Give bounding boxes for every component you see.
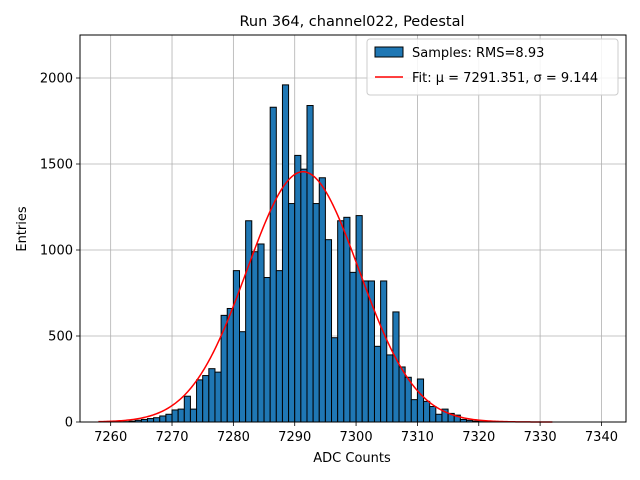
histogram-bar: [337, 220, 345, 423]
x-tick-label: 7280: [217, 430, 250, 445]
histogram-bar: [153, 417, 161, 423]
histogram-bar: [435, 413, 443, 423]
histogram-bar: [429, 406, 437, 423]
x-tick-label: 7270: [155, 430, 188, 445]
histogram-bar: [416, 378, 425, 423]
histogram-bar: [288, 203, 296, 423]
histogram-bar: [269, 106, 277, 423]
histogram-bar: [202, 375, 210, 423]
histogram-bar: [177, 408, 185, 423]
histogram-bar: [300, 168, 308, 423]
x-tick-label: 7320: [462, 430, 495, 445]
histogram-bar: [275, 270, 283, 423]
x-tick-label: 7290: [278, 430, 311, 445]
histogram-bar: [281, 84, 290, 423]
legend: Samples: RMS=8.93 Fit: μ = 7291.351, σ =…: [366, 38, 619, 96]
histogram-bar: [220, 314, 228, 423]
histogram-bar: [183, 395, 191, 423]
histogram-bar: [146, 418, 155, 423]
histogram-bar: [159, 415, 167, 423]
histogram-bar: [263, 277, 271, 423]
histogram-bar: [331, 337, 339, 423]
legend-box: [366, 38, 619, 96]
histogram-bar: [239, 331, 247, 423]
histogram-bar: [398, 366, 406, 423]
histogram-bar: [423, 400, 431, 423]
histogram-bar: [214, 371, 222, 423]
histogram-bar: [355, 215, 363, 423]
y-tick-label: 500: [48, 330, 73, 345]
legend-swatch-histogram: [374, 46, 404, 58]
y-tick-label: 1500: [40, 158, 73, 173]
histogram-bar: [189, 408, 198, 423]
histogram-bar: [380, 280, 388, 423]
histogram-bar: [373, 345, 382, 423]
histogram-bar: [404, 376, 412, 423]
histogram-bars: [122, 84, 486, 423]
legend-label-histogram: Samples: RMS=8.93: [412, 46, 544, 61]
histogram-bar: [294, 154, 302, 423]
histogram-bar: [349, 271, 357, 423]
y-axis: 0 500 1000 1500 2000: [40, 72, 80, 431]
histogram-bar: [196, 379, 204, 423]
histogram-bar: [312, 203, 320, 423]
y-tick-label: 1000: [40, 244, 73, 259]
histogram-bar: [318, 177, 326, 423]
y-tick-label: 0: [65, 416, 73, 431]
plot-frame: [79, 34, 627, 423]
histogram-bar: [306, 105, 314, 423]
histogram-bar: [257, 243, 265, 423]
histogram-bar: [361, 280, 369, 423]
x-tick-label: 7340: [585, 430, 618, 445]
x-tick-label: 7260: [94, 430, 127, 445]
x-tick-label: 7300: [340, 430, 373, 445]
x-axis: 7260 7270 7280 7290 7300 7310 7320 7330 7340: [94, 422, 618, 445]
histogram-bar: [392, 311, 400, 423]
fit-curve: [98, 170, 553, 423]
x-axis-label: ADC Counts: [313, 451, 391, 466]
histogram-bar: [245, 220, 253, 423]
histogram-bar: [343, 216, 351, 423]
histogram-bar: [410, 399, 418, 423]
histogram-bar: [226, 307, 234, 423]
x-tick-label: 7310: [401, 430, 434, 445]
histogram-bar: [171, 409, 179, 423]
y-axis-label: Entries: [15, 206, 30, 252]
y-tick-label: 2000: [40, 72, 73, 87]
histogram-bar: [208, 368, 216, 423]
legend-label-fit: Fit: μ = 7291.351, σ = 9.144: [412, 71, 598, 86]
fit-curve-layer: [98, 170, 553, 423]
chart-title: Run 364, channel022, Pedestal: [239, 14, 464, 30]
x-tick-label: 7330: [524, 430, 557, 445]
histogram-bar: [324, 239, 333, 423]
histogram-bar: [251, 251, 259, 423]
histogram-bar: [386, 354, 394, 423]
histogram-bar: [165, 413, 173, 423]
